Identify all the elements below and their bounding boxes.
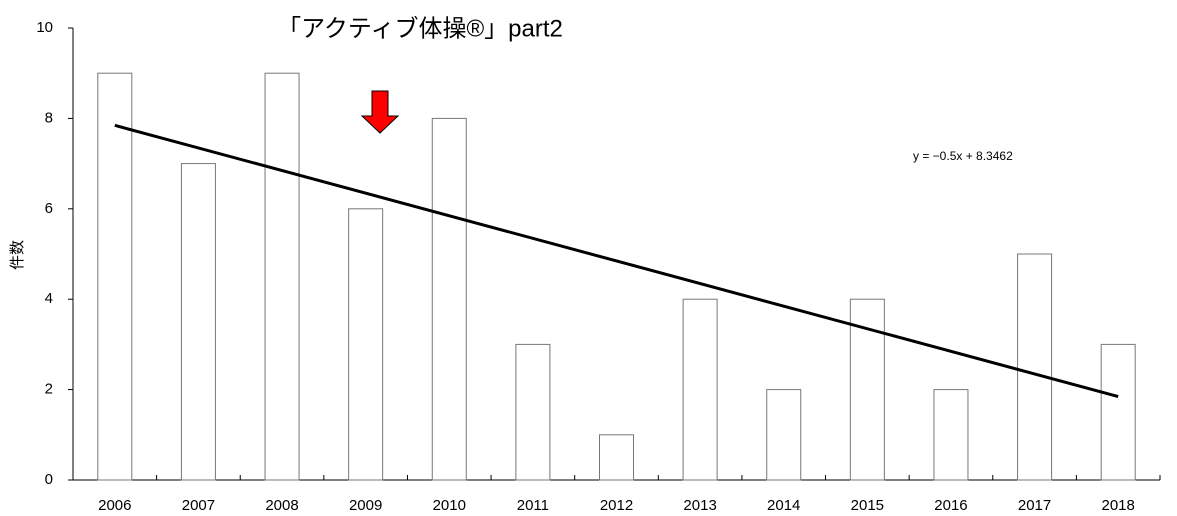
chart-title: 「アクティブ体操®」part2: [277, 15, 563, 42]
x-tick-label: 2012: [600, 497, 633, 514]
bar: [431, 117, 467, 481]
x-tick-label: 2006: [98, 497, 131, 514]
bar: [1100, 343, 1136, 481]
y-tick-label: 4: [45, 290, 53, 307]
bar: [264, 72, 300, 481]
bar: [766, 389, 802, 481]
x-tick-label: 2016: [934, 497, 967, 514]
x-tick-label: 2017: [1018, 497, 1051, 514]
y-tick-label: 6: [45, 200, 53, 217]
x-tick-label: 2014: [767, 497, 800, 514]
arrow: [360, 90, 400, 134]
bar: [599, 434, 634, 481]
bar: [933, 389, 969, 481]
trendline: [114, 123, 1119, 398]
x-tick-label: 2010: [433, 497, 466, 514]
x-tick-label: 2011: [517, 497, 549, 514]
x-tick-label: 2018: [1102, 497, 1135, 514]
bar: [682, 298, 718, 481]
trendline-label: y = −0.5x + 8.3462: [913, 149, 1013, 163]
bar: [515, 343, 551, 481]
y-axis-label: 件数: [9, 240, 26, 270]
x-tick-label: 2015: [851, 497, 884, 514]
x-tick-label: 2013: [683, 497, 716, 514]
y-tick-label: 2: [45, 381, 53, 398]
y-tick-label: 0: [45, 471, 53, 488]
x-tick-label: 2007: [182, 497, 215, 514]
bar: [180, 163, 216, 481]
x-tick-label: 2008: [265, 497, 298, 514]
bar: [1017, 253, 1053, 481]
y-tick-label: 8: [45, 109, 53, 126]
bar: [348, 208, 384, 481]
bar: [97, 72, 133, 481]
y-tick-label: 10: [36, 19, 53, 36]
x-tick-label: 2009: [349, 497, 382, 514]
